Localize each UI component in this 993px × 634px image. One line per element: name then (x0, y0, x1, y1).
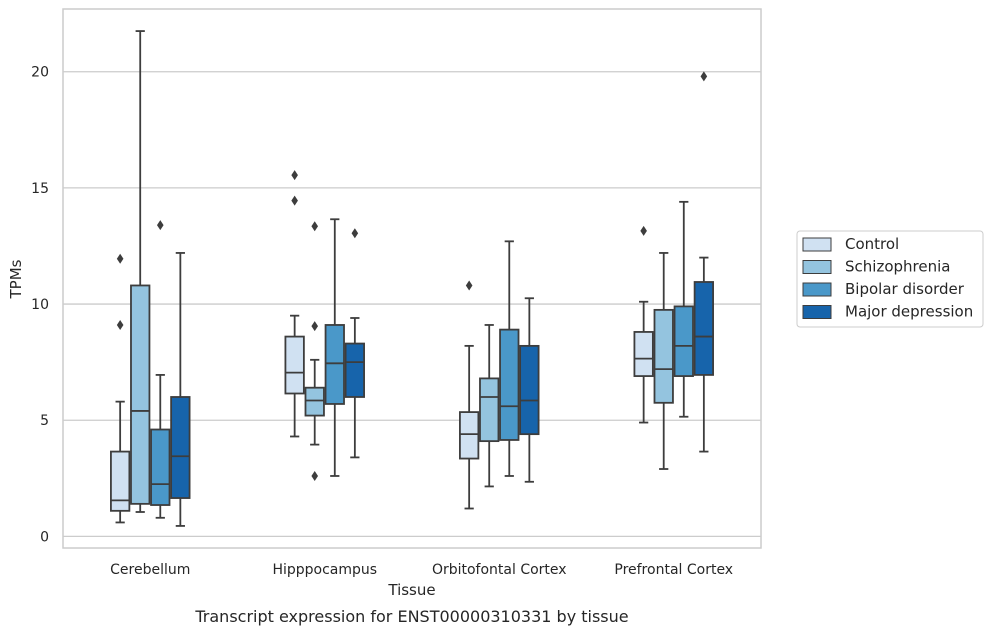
legend-label: Schizophrenia (845, 258, 950, 276)
outlier-point (291, 195, 298, 206)
outlier-point (311, 470, 319, 481)
legend-swatch (802, 260, 832, 274)
outlier-point (351, 228, 359, 239)
outlier-point (465, 280, 473, 291)
box-0-0 (110, 253, 131, 524)
box-3-2 (673, 200, 694, 418)
plot-frame (62, 8, 762, 549)
outlier-point (311, 221, 319, 232)
legend-swatch (802, 237, 832, 252)
legend-frame (796, 230, 984, 328)
box-iqr (673, 305, 694, 377)
box-iqr (653, 308, 674, 404)
box-1-3 (344, 228, 365, 459)
box-1-0 (284, 170, 305, 438)
x-tick-label: Cerebellum (110, 562, 190, 578)
box-iqr (479, 377, 500, 443)
y-tick-label: 0 (40, 529, 49, 545)
outlier-point (640, 225, 647, 236)
box-0-2 (150, 220, 171, 519)
x-tick-label: Hipppocampus (272, 562, 377, 578)
legend-swatch (802, 282, 832, 297)
legend: Control Schizophrenia Bipolar disorder Majo… (796, 230, 984, 328)
box-iqr (499, 328, 520, 441)
box-iqr (110, 450, 131, 512)
y-axis-label: TPMs (7, 259, 25, 299)
x-tick-labels: Cerebellum Hipppocampus Orbitofontal Corte… (110, 562, 733, 578)
outlier-point (116, 253, 124, 264)
legend-label: Major depression (845, 303, 973, 321)
box-3-1 (653, 252, 674, 470)
box-iqr (519, 344, 540, 436)
legend-label: Control (845, 235, 899, 253)
legend-swatch (802, 305, 832, 319)
box-iqr (304, 386, 325, 417)
box-1-2 (324, 218, 345, 477)
box-iqr (150, 428, 171, 506)
x-tick-label: Orbitofontal Cortex (432, 562, 567, 578)
box-iqr (693, 281, 714, 376)
outlier-point (700, 71, 708, 82)
box-3-3 (693, 71, 714, 453)
box-1-1 (304, 221, 325, 481)
box-0-3 (170, 252, 191, 527)
box-iqr (344, 342, 365, 398)
box-iqr (170, 396, 191, 499)
y-tick-label: 5 (40, 413, 49, 429)
chart-caption: Transcript expression for ENST0000031033… (194, 607, 628, 626)
outlier-point (116, 319, 124, 330)
box-2-3 (519, 297, 540, 483)
box-iqr (130, 284, 151, 505)
legend-label: Bipolar disorder (845, 280, 965, 298)
box-iqr (633, 331, 654, 377)
outlier-point (156, 220, 164, 231)
y-tick-label: 20 (31, 65, 49, 81)
box-0-1 (130, 30, 151, 513)
box-2-0 (459, 280, 480, 510)
outlier-point (291, 170, 298, 181)
box-2-1 (479, 324, 500, 488)
box-iqr (459, 411, 480, 460)
box-3-0 (633, 225, 654, 424)
box-iqr (284, 335, 305, 395)
box-series (110, 30, 714, 527)
x-axis-label: Tissue (387, 581, 435, 599)
y-tick-label: 10 (31, 297, 49, 313)
y-tick-labels: 0 5 10 15 20 (31, 65, 49, 546)
box-2-2 (499, 240, 520, 477)
x-tick-label: Prefrontal Cortex (614, 562, 733, 578)
box-iqr (324, 324, 345, 405)
outlier-point (311, 321, 319, 332)
y-tick-label: 15 (31, 181, 49, 197)
